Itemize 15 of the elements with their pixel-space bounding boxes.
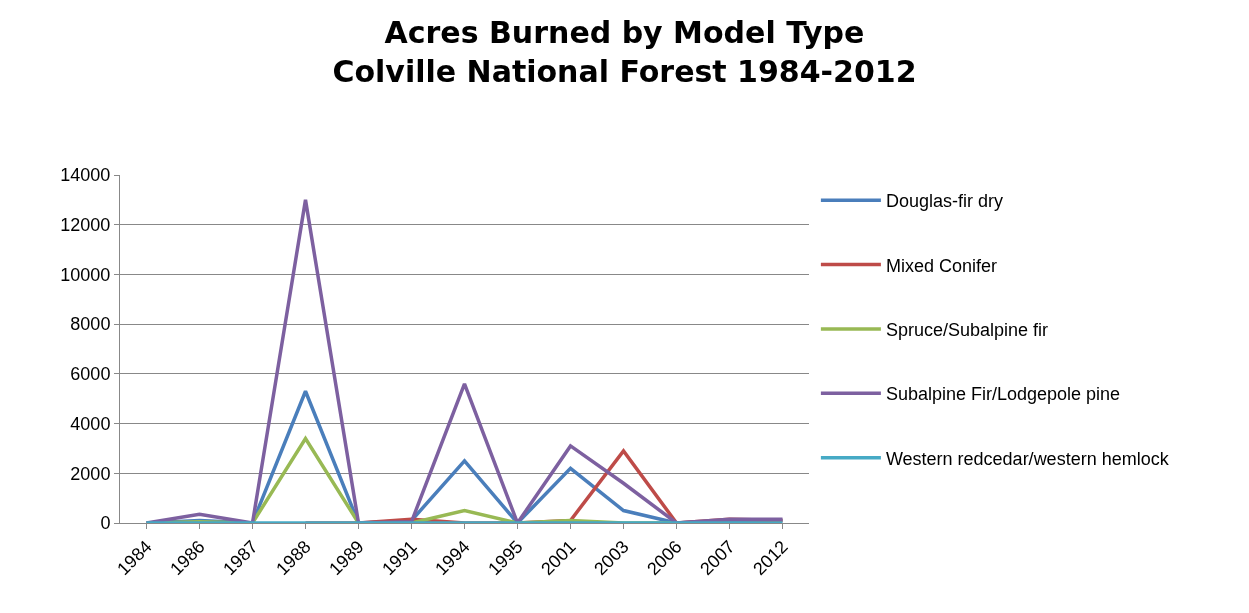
- y-tick-label: 10000: [60, 264, 111, 285]
- chart-title: Acres Burned by Model Type Colville National Forest 1984-2012: [332, 14, 917, 89]
- y-tick-label: 2000: [70, 463, 111, 484]
- y-tick-label: 8000: [70, 314, 111, 335]
- line-series: [144, 198, 785, 523]
- y-tick-label: 0: [100, 513, 111, 534]
- legend-label: Douglas-fir dry: [885, 191, 1003, 212]
- legend-label: Mixed Conifer: [885, 255, 997, 276]
- y-tick-label: 12000: [60, 215, 111, 236]
- legend-label: Western redcedar/western hemlock: [885, 448, 1170, 469]
- y-tick-label: 14000: [60, 165, 111, 186]
- y-tick-label: 6000: [70, 364, 111, 385]
- y-tick-label: 4000: [70, 413, 111, 434]
- legend-label: Subalpine Fir/Lodgepole pine: [885, 384, 1121, 405]
- legend-label: Spruce/Subalpine fir: [885, 319, 1048, 340]
